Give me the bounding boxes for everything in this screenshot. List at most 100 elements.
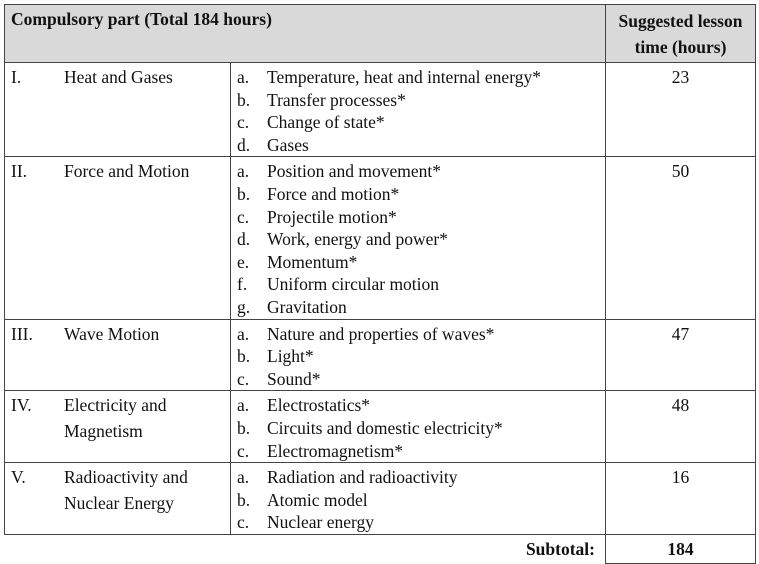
- subtopic-letter: d.: [237, 134, 251, 155]
- subtopic-letter: a.: [237, 161, 250, 182]
- subtopic-text: Light*: [267, 346, 314, 367]
- subtopic-letter: a.: [237, 323, 250, 344]
- subtopic-letter: b.: [237, 489, 251, 510]
- topic-name: Force and Motion: [64, 161, 190, 182]
- subtopic-item: a. Temperature, heat and internal energy*: [237, 66, 605, 89]
- subtopic-letter: c.: [237, 512, 250, 533]
- topic-numeral: V.: [11, 467, 26, 488]
- subtopic-letter: c.: [237, 206, 250, 227]
- subtopic-text: Transfer processes*: [267, 89, 406, 110]
- subtotal-value: 184: [605, 533, 756, 564]
- topic-cell: IV. Electricity and Magnetism: [4, 390, 231, 464]
- topic-numeral: I.: [11, 67, 22, 87]
- subtopic-text: Projectile motion*: [267, 206, 397, 227]
- topic-row: IV. Electricity and Magnetism a. Electrosta…: [4, 390, 756, 464]
- subtopic-letter: e.: [237, 251, 250, 272]
- hours-header-line1: Suggested lesson: [618, 11, 743, 31]
- topic-name: Wave Motion: [64, 323, 160, 344]
- subtopic-item: a. Electrostatics*: [237, 394, 605, 417]
- topic-row: V. Radioactivity and Nuclear Energy a. Radi…: [4, 462, 756, 535]
- topic-cell: II. Force and Motion: [4, 156, 231, 320]
- subtopics-cell: a. Temperature, heat and internal energy*…: [230, 61, 606, 158]
- subtopics-cell: a. Electrostatics* b. Circuits and domestic…: [230, 390, 606, 464]
- hours-header: Suggested lesson time (hours): [605, 4, 756, 63]
- subtopic-letter: b.: [237, 417, 251, 438]
- table-body: I. Heat and Gases a. Temperature, heat and …: [4, 61, 756, 535]
- subtopics-cell: a. Position and movement* b. Force and moti…: [230, 156, 606, 320]
- topic-row: III. Wave Motion a. Nature and properties o…: [4, 318, 756, 392]
- subtopic-item: c. Electromagnetism*: [237, 440, 605, 463]
- subtopic-text: Work, energy and power*: [267, 229, 448, 250]
- subtopic-text: Change of state*: [267, 112, 385, 133]
- subtopic-text: Circuits and domestic electricity*: [267, 417, 503, 438]
- subtotal-row: Subtotal: 184: [4, 533, 756, 564]
- topic-row: I. Heat and Gases a. Temperature, heat and …: [4, 61, 756, 158]
- topic-cell: V. Radioactivity and Nuclear Energy: [4, 462, 231, 535]
- table-title: Compulsory part (Total 184 hours): [4, 4, 606, 63]
- topic-numeral: IV.: [11, 395, 32, 416]
- subtopic-text: Nuclear energy: [267, 512, 375, 533]
- subtopic-letter: c.: [237, 112, 250, 133]
- subtopic-text: Atomic model: [267, 489, 368, 510]
- subtopic-text: Sound*: [267, 368, 321, 389]
- subtopic-letter: a.: [237, 395, 250, 416]
- subtopic-item: b. Force and motion*: [237, 183, 605, 206]
- topic-hours: 50: [605, 156, 756, 320]
- subtopic-item: a. Nature and properties of waves*: [237, 323, 605, 346]
- subtopic-item: c. Sound*: [237, 368, 605, 391]
- topic-hours: 48: [605, 390, 756, 464]
- subtopic-letter: f.: [237, 274, 248, 295]
- subtopic-item: a. Position and movement*: [237, 160, 605, 183]
- subtopic-item: a. Radiation and radioactivity: [237, 466, 605, 489]
- subtopic-text: Position and movement*: [267, 161, 442, 182]
- subtopic-text: Uniform circular motion: [267, 274, 440, 295]
- curriculum-table: Compulsory part (Total 184 hours) Sugges…: [4, 4, 756, 564]
- subtopic-item: c. Change of state*: [237, 111, 605, 134]
- subtopic-text: Radiation and radioactivity: [267, 467, 458, 488]
- subtopic-text: Momentum*: [267, 251, 358, 272]
- subtopic-item: b. Light*: [237, 345, 605, 368]
- subtopic-item: e. Momentum*: [237, 251, 605, 274]
- subtopic-item: b. Circuits and domestic electricity*: [237, 417, 605, 440]
- subtopics-cell: a. Radiation and radioactivity b. Atomic mo…: [230, 462, 606, 535]
- subtopic-letter: b.: [237, 89, 251, 110]
- subtopic-letter: a.: [237, 67, 250, 87]
- subtopic-text: Electrostatics*: [267, 395, 371, 416]
- subtopic-item: d. Gases: [237, 134, 605, 157]
- subtopic-letter: a.: [237, 467, 250, 488]
- subtopic-text: Gravitation: [267, 296, 347, 317]
- subtopic-item: c. Projectile motion*: [237, 206, 605, 229]
- header-row: Compulsory part (Total 184 hours) Sugges…: [4, 4, 756, 63]
- subtopic-letter: c.: [237, 368, 250, 389]
- topic-row: II. Force and Motion a. Position and moveme…: [4, 156, 756, 320]
- topic-name: Heat and Gases: [64, 67, 173, 87]
- subtopic-text: Temperature, heat and internal energy*: [267, 67, 541, 87]
- subtopic-letter: b.: [237, 183, 251, 204]
- topic-hours: 23: [605, 61, 756, 158]
- topic-hours: 16: [605, 462, 756, 535]
- subtopic-item: g. Gravitation: [237, 296, 605, 319]
- subtopic-text: Electromagnetism*: [267, 440, 404, 461]
- topic-name: Electricity and Magnetism: [64, 395, 167, 442]
- subtopic-letter: g.: [237, 296, 251, 317]
- subtopic-item: c. Nuclear energy: [237, 511, 605, 534]
- subtopic-item: d. Work, energy and power*: [237, 228, 605, 251]
- subtopic-letter: d.: [237, 229, 251, 250]
- topic-cell: I. Heat and Gases: [4, 61, 231, 158]
- subtopic-letter: b.: [237, 346, 251, 367]
- subtopic-item: b. Atomic model: [237, 489, 605, 512]
- subtopic-item: f. Uniform circular motion: [237, 273, 605, 296]
- hours-header-line2: time (hours): [634, 37, 727, 57]
- topic-numeral: III.: [11, 323, 33, 344]
- subtopic-item: b. Transfer processes*: [237, 89, 605, 112]
- subtopic-text: Force and motion*: [267, 183, 400, 204]
- topic-hours: 47: [605, 318, 756, 392]
- subtopic-text: Nature and properties of waves*: [267, 323, 495, 344]
- topic-cell: III. Wave Motion: [4, 318, 231, 392]
- subtotal-label: Subtotal:: [4, 533, 606, 564]
- topic-name: Radioactivity and Nuclear Energy: [64, 467, 188, 514]
- subtopic-text: Gases: [267, 134, 309, 155]
- subtopic-letter: c.: [237, 440, 250, 461]
- subtopics-cell: a. Nature and properties of waves* b. Light…: [230, 318, 606, 392]
- topic-numeral: II.: [11, 161, 28, 182]
